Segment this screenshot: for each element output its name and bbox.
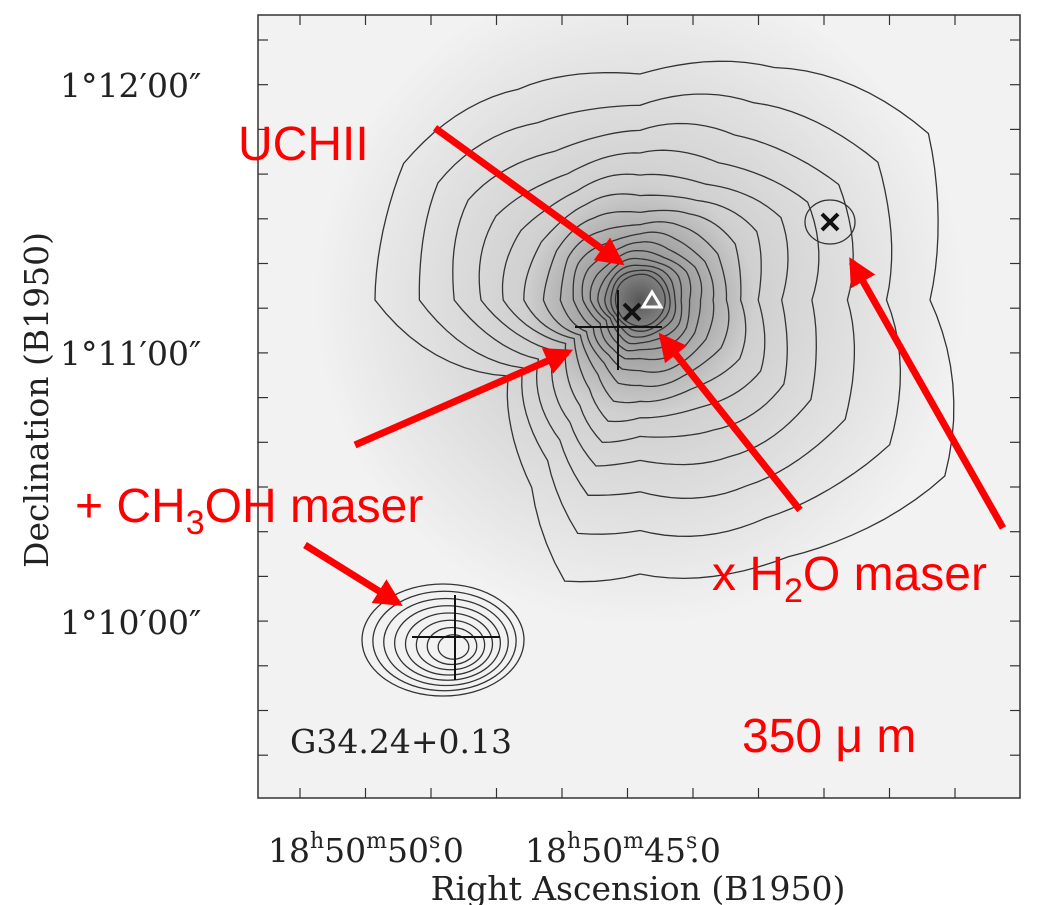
x-tick-label: 18h50m45s.0 (525, 829, 721, 870)
page: {"axes": {"x_label": "Right Ascension (B… (0, 0, 1048, 905)
tick-part: 50 (324, 831, 366, 870)
subscript: 2 (784, 572, 803, 610)
annotation: + CH3OH maser (75, 480, 423, 542)
tick-part: .0 (432, 831, 464, 870)
field-label: G34.24+0.13 (290, 722, 512, 761)
y-tick-label: 1°12′00″ (60, 66, 201, 105)
x-tick-label: 18h50m50s.0 (268, 829, 464, 870)
tick-part: 45 (644, 831, 686, 870)
y-tick-label: 1°10′00″ (60, 603, 201, 642)
unit-superscript: h (310, 829, 324, 854)
contour-map (259, 16, 1019, 797)
unit-superscript: h (567, 829, 581, 854)
unit-superscript: m (366, 829, 387, 854)
y-tick-label: 1°11′00″ (60, 334, 201, 373)
annotation: x H2O maser (712, 548, 987, 610)
figure: 1°12′00″1°11′00″1°10′00″18h50m50s.018h50… (0, 0, 1048, 905)
annotation: 350 μ m (742, 710, 916, 763)
tick-part: .0 (689, 831, 721, 870)
annotation: UCHII (238, 118, 369, 171)
annotation-part: + CH (75, 480, 186, 533)
x-axis-label: Right Ascension (B1950) (431, 869, 846, 905)
tick-part: 50 (581, 831, 623, 870)
tick-part: 18 (268, 831, 310, 870)
glow (259, 16, 1019, 797)
subscript: 3 (186, 504, 205, 542)
tick-part: 50 (387, 831, 429, 870)
annotation-part: x H (712, 548, 784, 601)
annotation-part: O maser (803, 548, 987, 601)
unit-superscript: m (623, 829, 644, 854)
y-axis-label: Declination (B1950) (17, 232, 56, 568)
tick-part: 18 (525, 831, 567, 870)
annotation-part: OH maser (205, 480, 424, 533)
